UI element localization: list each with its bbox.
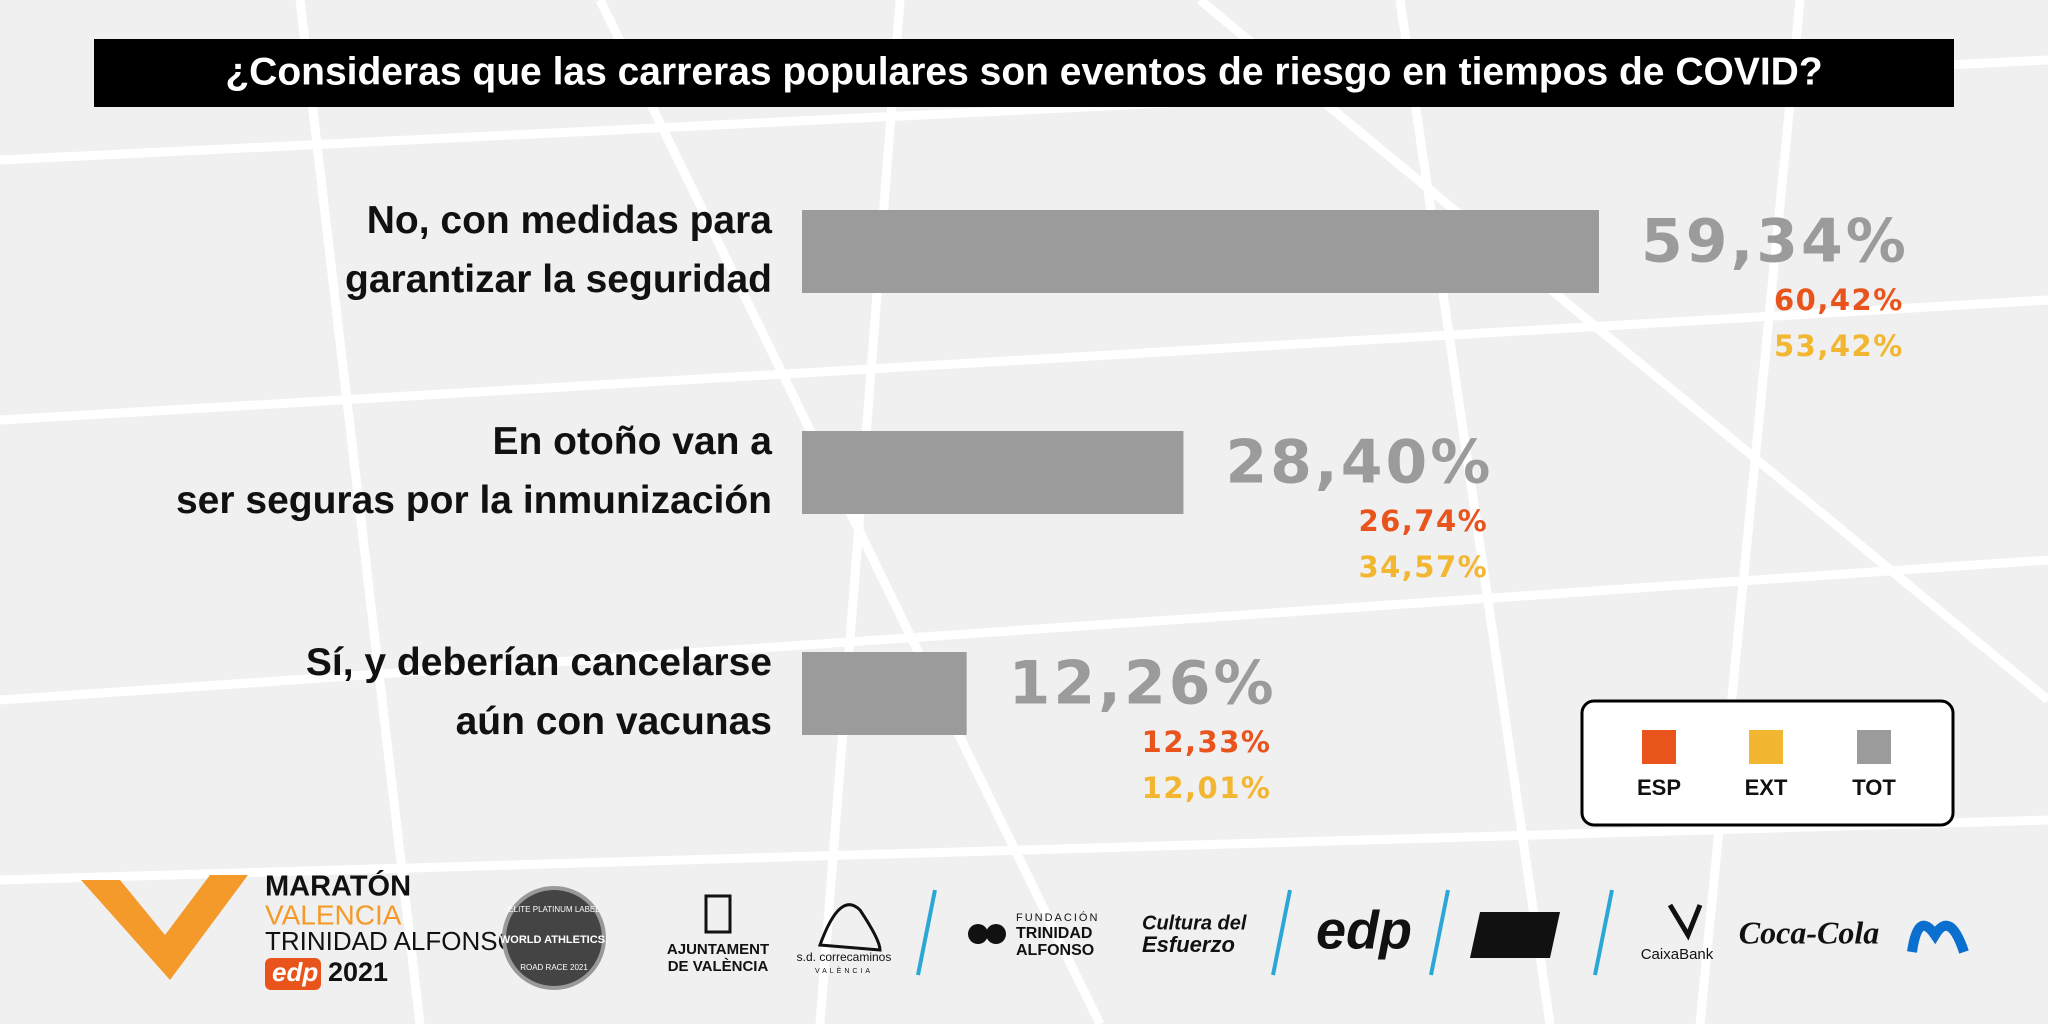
logo-text: Cultura del [1142,912,1247,934]
logo-text: ELITE PLATINUM LABEL [508,905,600,914]
logo-text: CaixaBank [1641,946,1714,963]
category-line: aún con vacunas [456,700,772,743]
edp-badge [265,958,321,990]
legend-swatch [1749,730,1783,764]
city-crest [704,894,732,934]
legend-label: ESP [1637,775,1681,800]
footer: MARATÓN VALENCIA TRINIDAD ALFONSO edp 20… [81,869,1969,990]
label-medal [502,886,606,990]
logo-text: DE VALÈNCIA [668,958,769,975]
category-label: No, con medidas para garantizar la seguri… [345,199,772,301]
fundacion-icon [986,924,1006,944]
legend-swatch [1642,730,1676,764]
legend-label: TOT [1852,775,1896,800]
logo-text: edp [1316,900,1412,960]
logo-text: 2021 [328,957,388,987]
fundacion-icon [968,924,988,944]
logo-text: Coca-Cola [1739,914,1879,950]
logo-text: edp [272,957,318,987]
sub-label: 60,42% [1774,283,1904,317]
nb-logo [1470,912,1560,958]
total-label: 12,26% [1009,649,1277,719]
correcaminos-logo [817,903,882,952]
category-line: garantizar la seguridad [345,258,772,301]
sub-label: 12,33% [1142,725,1272,759]
sub-label: 34,57% [1358,550,1488,584]
logo-text: ALFONSO [1016,942,1094,959]
bar [802,652,967,735]
logo-text: FUNDACIÓN [1016,911,1099,924]
total-label: 59,34% [1641,207,1909,277]
maraton-logo [81,875,248,980]
sub-label: 12,01% [1142,771,1272,805]
separators [916,889,1614,976]
total-label: 28,40% [1225,428,1493,498]
category-label: En otoño van a ser seguras por la inmuniz… [176,420,772,522]
logo-text: s.d. correcaminos [797,950,892,964]
category-label: Sí, y deberían cancelarse aún con vacunas [306,641,772,743]
category-line: ser seguras por la inmunización [176,479,772,522]
sub-label: 53,42% [1774,329,1904,363]
category-line: Sí, y deberían cancelarse [306,641,772,684]
logo-text: VALÈNCIA [815,966,873,975]
bar [802,210,1599,293]
chart-title: ¿Consideras que las carreras populares s… [225,50,1822,93]
legend-swatch [1857,730,1891,764]
logo-text: ROAD RACE 2021 [520,963,588,972]
logo-text: WORLD ATHLETICS. [500,934,608,946]
sub-label: 26,74% [1358,504,1488,538]
title-bar [94,39,1954,107]
category-line: No, con medidas para [367,199,773,242]
movistar-logo [1907,920,1969,954]
caixa-star [1667,903,1703,941]
logo-text: MARATÓN [265,869,411,903]
category-line: En otoño van a [492,420,772,463]
legend-label: EXT [1745,775,1788,800]
bar [802,431,1184,514]
logo-text: TRINIDAD ALFONSO [265,926,518,956]
logo-text: VALENCIA [265,899,402,930]
logo-text: TRINIDAD [1016,925,1092,942]
logo-text: AJUNTAMENT [667,941,769,958]
logo-text: Esfuerzo [1142,932,1235,957]
